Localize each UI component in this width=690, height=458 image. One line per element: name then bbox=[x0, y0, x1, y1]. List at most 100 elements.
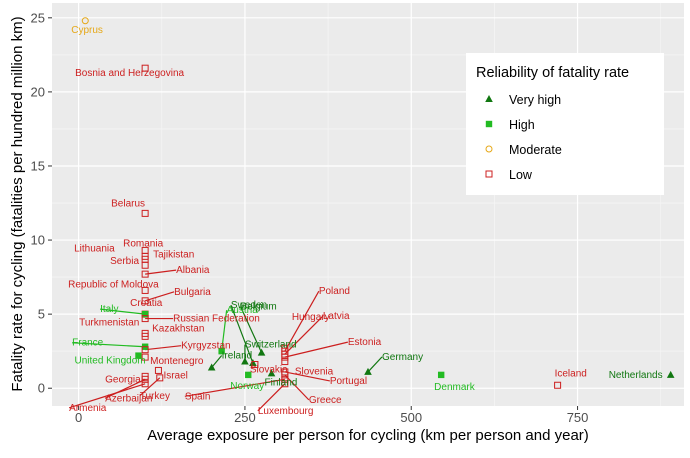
point-label: Ireland bbox=[222, 350, 253, 361]
point-label: Spain bbox=[185, 391, 211, 402]
point-label: Bulgaria bbox=[174, 287, 211, 298]
leader-line bbox=[284, 315, 324, 355]
data-point bbox=[241, 357, 249, 365]
point-label: Russian Federation bbox=[173, 314, 260, 325]
point-label: Montenegro bbox=[150, 356, 204, 367]
point-label: Albania bbox=[176, 265, 210, 276]
x-tick-label: 750 bbox=[567, 410, 589, 425]
data-point bbox=[218, 347, 225, 355]
point-label: Greece bbox=[309, 395, 342, 406]
data-point bbox=[141, 252, 149, 260]
y-tick-label: 15 bbox=[31, 158, 45, 173]
data-point bbox=[281, 375, 289, 383]
data-point bbox=[141, 286, 149, 294]
legend-items: Very high High Moderate Low bbox=[485, 93, 562, 182]
y-axis-title: Fatality rate for cycling (fatalities pe… bbox=[9, 16, 26, 391]
data-point bbox=[141, 261, 149, 269]
leader-line bbox=[367, 356, 383, 373]
point-label: Israel bbox=[163, 370, 187, 381]
leader-line bbox=[240, 306, 263, 353]
data-points bbox=[81, 17, 675, 389]
legend-key bbox=[485, 120, 493, 128]
data-point bbox=[249, 359, 257, 367]
point-label: Azerbaijan bbox=[105, 393, 152, 404]
point-label: Slovenia bbox=[295, 367, 334, 378]
point-label: Turkmenistan bbox=[79, 317, 139, 328]
leader-line bbox=[72, 342, 146, 348]
point-label: Cyprus bbox=[71, 25, 103, 36]
leader-line bbox=[104, 378, 146, 399]
leader-line bbox=[284, 341, 348, 358]
point-label: Sweden bbox=[231, 300, 267, 311]
data-point bbox=[141, 346, 149, 354]
data-point bbox=[141, 332, 149, 340]
point-label: Denmark bbox=[434, 382, 476, 393]
legend-key bbox=[485, 170, 493, 178]
axis-ticks: 0 250 500 750 0 5 10 15 20 25 bbox=[31, 10, 589, 425]
leader-line bbox=[221, 310, 228, 352]
data-point bbox=[267, 369, 276, 377]
point-label: Hungary bbox=[292, 312, 330, 323]
leader-line bbox=[284, 290, 320, 352]
data-point bbox=[281, 358, 289, 366]
point-label: Armenia bbox=[69, 403, 107, 414]
point-label: Republic of Moldova bbox=[68, 279, 159, 290]
data-point bbox=[141, 209, 149, 217]
data-point bbox=[207, 363, 216, 371]
point-label: Bosnia and Herzegovina bbox=[75, 68, 184, 79]
data-point bbox=[281, 371, 289, 379]
leader-line bbox=[184, 378, 285, 397]
point-label: Lithuania bbox=[74, 243, 115, 254]
point-label: Serbia bbox=[110, 256, 139, 267]
data-point bbox=[364, 367, 372, 375]
y-tick-label: 20 bbox=[31, 84, 45, 99]
leader-line bbox=[68, 383, 146, 409]
data-point bbox=[245, 371, 252, 379]
legend: Reliability of fatality rate Very high Hi… bbox=[466, 53, 664, 195]
legend-background bbox=[466, 53, 664, 195]
point-label: Romania bbox=[123, 238, 163, 249]
legend-title: Reliability of fatality rate bbox=[476, 65, 629, 81]
legend-key bbox=[485, 145, 493, 153]
data-point bbox=[141, 375, 149, 383]
leader-line bbox=[230, 304, 254, 364]
point-label: Norway bbox=[230, 381, 264, 392]
point-label: Estonia bbox=[348, 337, 382, 348]
data-point bbox=[554, 381, 562, 389]
point-label: Germany bbox=[382, 352, 423, 363]
legend-key bbox=[485, 95, 493, 102]
point-label: Belarus bbox=[111, 198, 145, 209]
data-point bbox=[141, 315, 149, 323]
y-tick-label: 25 bbox=[31, 10, 45, 25]
point-label: Portugal bbox=[330, 376, 367, 387]
leader-line bbox=[284, 371, 330, 382]
point-label: Croatia bbox=[130, 298, 163, 309]
x-tick-label: 0 bbox=[75, 410, 82, 425]
data-point bbox=[281, 380, 289, 388]
point-label: Finland bbox=[265, 377, 298, 388]
leader-line bbox=[145, 269, 177, 275]
leader-line bbox=[211, 355, 223, 368]
data-point bbox=[281, 353, 289, 361]
data-point bbox=[257, 348, 266, 356]
data-point bbox=[437, 371, 445, 379]
point-label: France bbox=[72, 338, 104, 349]
legend-label: Low bbox=[509, 168, 533, 182]
point-label: Switzerland bbox=[245, 340, 297, 351]
leader-line bbox=[145, 345, 182, 351]
point-label: Austria bbox=[227, 305, 259, 316]
point-label: Luxembourg bbox=[258, 406, 314, 417]
point-label: Netherlands bbox=[609, 370, 663, 381]
y-tick-label: 5 bbox=[38, 307, 45, 322]
point-label: Slovakia bbox=[250, 365, 288, 376]
leader-line bbox=[257, 383, 286, 412]
data-point bbox=[154, 366, 162, 374]
point-label: Georgia bbox=[105, 374, 141, 385]
data-point bbox=[156, 374, 164, 382]
x-tick-label: 500 bbox=[400, 410, 422, 425]
point-label: Iceland bbox=[555, 368, 587, 379]
y-tick-label: 10 bbox=[31, 233, 45, 248]
data-point bbox=[141, 380, 149, 388]
data-point bbox=[141, 310, 149, 318]
